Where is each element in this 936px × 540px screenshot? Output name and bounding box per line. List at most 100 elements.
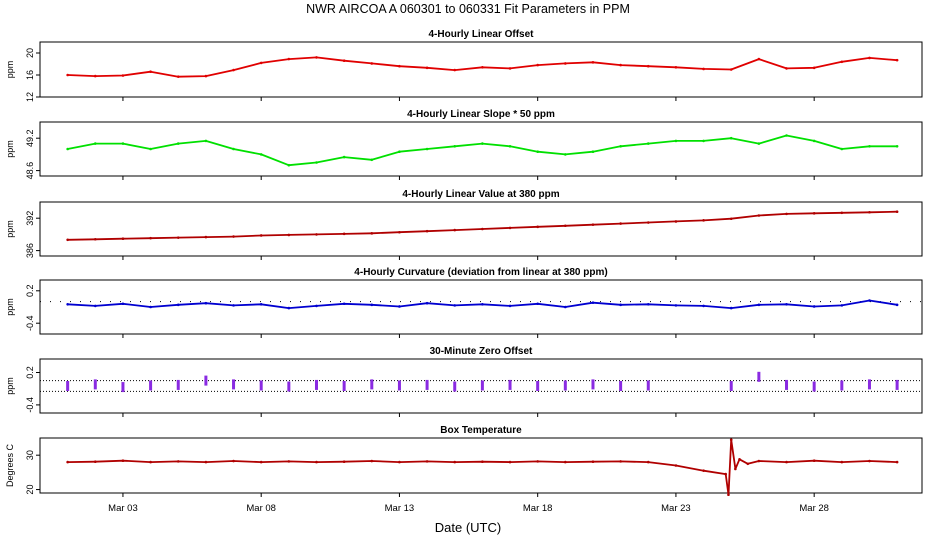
data-point — [204, 235, 208, 239]
data-point — [785, 379, 789, 390]
data-point — [481, 303, 484, 306]
data-point — [840, 304, 844, 307]
panels: 4-Hourly Linear Offsetppm1216204-Hourly … — [5, 29, 923, 514]
data-point — [287, 460, 291, 463]
data-point — [757, 142, 761, 145]
data-point — [508, 226, 512, 230]
data-point — [232, 235, 235, 238]
data-point — [619, 145, 622, 148]
data-point — [480, 380, 484, 391]
data-point — [619, 381, 623, 391]
data-point — [149, 305, 152, 309]
data-point — [812, 212, 816, 215]
data-point — [370, 379, 374, 390]
data-point — [66, 303, 69, 306]
y-tick-label: 0.2 — [25, 285, 35, 298]
data-point — [646, 380, 650, 391]
data-point — [702, 67, 705, 71]
data-point — [646, 460, 650, 464]
data-point — [204, 375, 208, 386]
y-tick-label: 386 — [25, 243, 35, 258]
data-point — [757, 57, 761, 61]
data-point — [674, 464, 678, 467]
data-point — [757, 371, 761, 382]
data-point — [176, 460, 180, 463]
data-point — [66, 460, 69, 464]
data-point — [729, 438, 733, 442]
data-point — [536, 302, 539, 306]
panel-title: 4-Hourly Linear Offset — [428, 29, 534, 40]
data-point — [204, 460, 208, 464]
data-point — [287, 381, 291, 392]
data-point — [674, 139, 678, 143]
data-point — [757, 303, 761, 307]
data-point — [729, 306, 733, 310]
data-point — [66, 73, 69, 77]
data-point — [259, 61, 263, 65]
data-point — [536, 63, 539, 67]
panel-3: 4-Hourly Linear Value at 380 ppm ppm 386 39… — [5, 189, 923, 260]
data-point — [232, 147, 235, 151]
data-point — [453, 304, 457, 307]
data-point — [232, 459, 235, 463]
y-axis-label: Degrees C — [5, 443, 15, 487]
data-point — [370, 232, 374, 235]
data-point — [646, 142, 650, 145]
data-point — [619, 63, 622, 67]
plot-frame — [39, 121, 923, 177]
data-point — [895, 145, 899, 148]
data-point — [121, 74, 125, 77]
data-point — [398, 305, 401, 308]
data-point — [646, 64, 650, 68]
data-point — [176, 303, 180, 307]
data-point — [204, 74, 208, 78]
data-point — [619, 222, 622, 225]
data-point — [232, 379, 236, 390]
series-line — [67, 210, 898, 241]
data-point — [149, 147, 152, 151]
data-point — [508, 460, 512, 464]
data-point — [287, 306, 291, 310]
data-point — [785, 67, 788, 70]
data-point — [702, 219, 705, 222]
panel-4: 4-Hourly Curvature (deviation from linea… — [5, 267, 923, 338]
data-point — [812, 66, 816, 70]
data-point — [702, 139, 705, 143]
data-point — [370, 303, 374, 307]
x-tick-label: Mar 03 — [108, 503, 138, 514]
data-point — [895, 460, 899, 464]
data-point — [93, 304, 97, 308]
data-point — [149, 236, 152, 240]
data-point — [398, 460, 401, 464]
data-point — [93, 379, 97, 390]
data-point — [66, 147, 69, 151]
data-point — [738, 458, 741, 461]
data-point — [868, 299, 871, 302]
data-point — [315, 304, 318, 308]
data-point — [591, 150, 595, 153]
data-point — [564, 62, 567, 65]
data-point — [729, 217, 733, 221]
data-point — [315, 56, 318, 59]
data-point — [757, 214, 761, 217]
data-point — [370, 459, 374, 463]
y-tick-label: 20 — [25, 485, 35, 495]
data-point — [121, 142, 125, 145]
data-point — [591, 379, 595, 390]
data-point — [121, 382, 125, 393]
data-point — [232, 304, 235, 307]
y-tick-label: 20 — [25, 48, 35, 58]
data-point — [895, 210, 899, 214]
data-point — [176, 142, 180, 145]
panel-title: 30-Minute Zero Offset — [430, 346, 533, 357]
data-point — [840, 211, 844, 215]
data-point — [757, 459, 761, 463]
y-axis-label: ppm — [5, 220, 15, 238]
data-point — [646, 221, 650, 224]
data-point — [508, 67, 512, 70]
data-point — [315, 233, 318, 236]
data-point — [840, 60, 844, 64]
data-point — [204, 301, 208, 305]
data-point — [398, 64, 401, 68]
data-point — [259, 153, 263, 156]
